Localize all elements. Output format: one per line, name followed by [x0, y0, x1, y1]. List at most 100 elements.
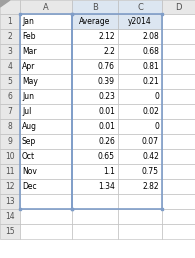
Bar [20, 89, 72, 104]
Bar [72, 0, 118, 14]
Text: Nov: Nov [22, 167, 37, 176]
Bar [20, 194, 72, 209]
Bar [162, 29, 195, 44]
Bar [0, 119, 20, 134]
Text: 10: 10 [5, 152, 15, 161]
Bar [162, 224, 195, 239]
Bar [118, 104, 162, 119]
Bar [20, 164, 72, 179]
Bar [162, 14, 195, 29]
Bar [118, 209, 162, 224]
Bar [20, 74, 72, 89]
Bar [162, 209, 195, 224]
Bar [162, 74, 195, 89]
Text: 1.34: 1.34 [98, 182, 115, 191]
Text: 2.12: 2.12 [98, 32, 115, 41]
Text: 2.16: 2.16 [98, 17, 115, 26]
Bar [72, 89, 118, 104]
Bar [118, 74, 162, 89]
Text: Jul: Jul [22, 107, 31, 116]
Text: 2.08: 2.08 [142, 32, 159, 41]
Bar [118, 149, 162, 164]
Bar [118, 44, 162, 59]
Text: 4: 4 [8, 62, 12, 71]
Bar [20, 104, 72, 119]
Bar [72, 164, 118, 179]
Bar [0, 89, 20, 104]
Bar [118, 29, 162, 44]
Bar [72, 14, 118, 29]
Text: 0.76: 0.76 [98, 62, 115, 71]
Text: Oct: Oct [22, 152, 35, 161]
Bar [162, 149, 195, 164]
Bar [118, 194, 162, 209]
Bar [72, 104, 118, 119]
Bar [0, 14, 20, 29]
Text: 0.26: 0.26 [98, 137, 115, 146]
Bar [0, 194, 20, 209]
Text: 0.01: 0.01 [98, 122, 115, 131]
Bar [72, 119, 118, 134]
Text: 0.02: 0.02 [142, 107, 159, 116]
Bar [0, 224, 20, 239]
Bar [0, 104, 20, 119]
Text: 0.01: 0.01 [98, 107, 115, 116]
Bar [72, 134, 118, 149]
Bar [72, 14, 162, 209]
Text: 0: 0 [154, 92, 159, 101]
Bar [72, 224, 118, 239]
Bar [72, 194, 118, 209]
Text: Sep: Sep [22, 137, 36, 146]
Text: 11: 11 [5, 167, 15, 176]
Bar [162, 119, 195, 134]
Bar [20, 14, 72, 209]
Bar [20, 209, 72, 224]
Bar [72, 14, 118, 29]
Bar [72, 149, 118, 164]
Bar [20, 0, 72, 14]
Bar [20, 14, 72, 29]
Text: 15: 15 [5, 227, 15, 236]
Text: Apr: Apr [22, 62, 35, 71]
Text: 1.1: 1.1 [103, 167, 115, 176]
Bar [20, 224, 72, 239]
Text: A: A [43, 3, 49, 12]
Text: 0.39: 0.39 [98, 77, 115, 86]
Text: 0.81: 0.81 [142, 62, 159, 71]
Bar [72, 179, 118, 194]
Bar [162, 0, 195, 14]
Text: 6: 6 [8, 92, 12, 101]
Text: 0.23: 0.23 [98, 92, 115, 101]
Text: 13: 13 [5, 197, 15, 206]
Text: 2: 2 [8, 32, 12, 41]
Bar [118, 164, 162, 179]
Polygon shape [0, 0, 10, 7]
Bar [118, 89, 162, 104]
Text: Dec: Dec [22, 182, 37, 191]
Bar [20, 179, 72, 194]
Text: 3: 3 [8, 47, 12, 56]
Text: 0.42: 0.42 [142, 152, 159, 161]
Bar [20, 119, 72, 134]
Bar [0, 149, 20, 164]
Text: D: D [175, 3, 182, 12]
Bar [162, 179, 195, 194]
Text: 14: 14 [5, 212, 15, 221]
Bar [0, 209, 20, 224]
Bar [118, 14, 162, 29]
Text: Feb: Feb [22, 32, 35, 41]
Text: 0.27: 0.27 [142, 17, 159, 26]
Text: Aug: Aug [22, 122, 37, 131]
Bar [162, 89, 195, 104]
Bar [20, 44, 72, 59]
Bar [118, 0, 162, 14]
Bar [72, 209, 118, 224]
Text: 0.65: 0.65 [98, 152, 115, 161]
Text: 7: 7 [8, 107, 12, 116]
Bar [118, 119, 162, 134]
Bar [0, 44, 20, 59]
Text: 0.68: 0.68 [142, 47, 159, 56]
Text: Jan: Jan [22, 17, 34, 26]
Bar [162, 104, 195, 119]
Bar [72, 74, 118, 89]
